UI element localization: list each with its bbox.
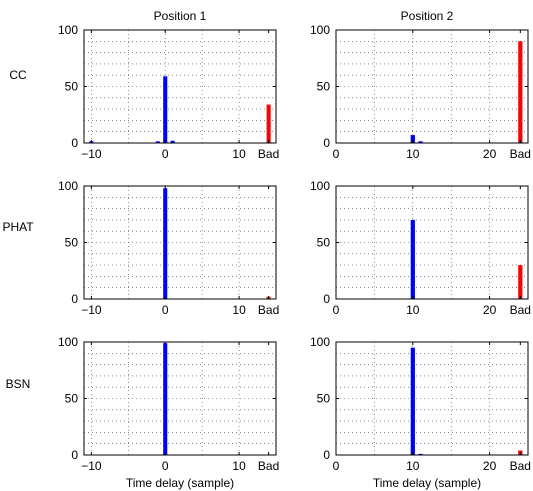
- y-tick-label: 100: [310, 179, 330, 193]
- x-tick-label: 20: [483, 459, 497, 473]
- bar: [418, 453, 423, 455]
- x-tick-label: 0: [162, 459, 169, 473]
- row-label-phat: PHAT: [2, 220, 34, 234]
- y-tick-label: 50: [65, 236, 79, 250]
- x-axis-label-position-2: Time delay (sample): [373, 476, 481, 490]
- bar: [410, 347, 415, 455]
- chart-panel: 0 10 20 Bad 0 50 100: [310, 23, 531, 161]
- row-label-cc: CC: [9, 68, 27, 82]
- y-tick-label: 0: [71, 136, 78, 150]
- y-tick-label: 0: [71, 292, 78, 306]
- bar: [518, 265, 523, 299]
- y-tick-label: 50: [65, 392, 79, 406]
- y-tick-label: 0: [323, 292, 330, 306]
- bar: [266, 104, 271, 143]
- x-tick-label: Bad: [258, 147, 279, 161]
- y-tick-label: 0: [71, 448, 78, 462]
- x-tick-label: 0: [162, 147, 169, 161]
- bar: [163, 343, 168, 455]
- x-tick-label: 0: [162, 303, 169, 317]
- y-tick-label: 0: [323, 448, 330, 462]
- column-title-position-1: Position 1: [154, 9, 207, 23]
- y-tick-label: 100: [310, 23, 330, 37]
- x-tick-label: Bad: [258, 303, 279, 317]
- bar: [163, 76, 168, 143]
- x-tick-label: −10: [81, 459, 102, 473]
- x-tick-label: 0: [333, 303, 340, 317]
- x-tick-label: Bad: [258, 459, 279, 473]
- bar: [518, 41, 523, 143]
- x-tick-label: 10: [406, 147, 420, 161]
- y-tick-label: 100: [58, 23, 78, 37]
- bar: [155, 141, 160, 143]
- column-title-position-2: Position 2: [401, 9, 454, 23]
- y-tick-label: 100: [58, 179, 78, 193]
- chart-panel: 0 10 20 Bad 0 50 100: [310, 335, 531, 473]
- bar: [163, 188, 168, 299]
- x-tick-label: 10: [406, 303, 420, 317]
- chart-panel: 0 10 20 Bad 0 50 100: [310, 179, 531, 317]
- x-tick-label: 20: [483, 303, 497, 317]
- x-tick-label: 10: [232, 459, 246, 473]
- x-axis-label-position-1: Time delay (sample): [126, 476, 234, 490]
- x-tick-label: Bad: [510, 303, 531, 317]
- x-tick-label: 20: [483, 147, 497, 161]
- x-tick-label: 10: [232, 147, 246, 161]
- x-tick-label: 0: [333, 147, 340, 161]
- bar: [170, 140, 175, 143]
- y-tick-label: 0: [323, 136, 330, 150]
- y-tick-label: 50: [317, 392, 331, 406]
- y-tick-label: 100: [310, 335, 330, 349]
- x-tick-label: 10: [232, 303, 246, 317]
- bar: [410, 219, 415, 299]
- y-tick-label: 100: [58, 335, 78, 349]
- y-tick-label: 50: [65, 80, 79, 94]
- x-tick-label: −10: [81, 303, 102, 317]
- bar: [410, 135, 415, 143]
- x-tick-label: 10: [406, 459, 420, 473]
- x-tick-label: Bad: [510, 459, 531, 473]
- x-tick-label: 0: [333, 459, 340, 473]
- y-tick-label: 50: [317, 80, 331, 94]
- row-label-bsn: BSN: [6, 377, 31, 391]
- x-tick-label: Bad: [510, 147, 531, 161]
- bar: [418, 141, 423, 143]
- y-tick-label: 50: [317, 236, 331, 250]
- x-tick-label: −10: [81, 147, 102, 161]
